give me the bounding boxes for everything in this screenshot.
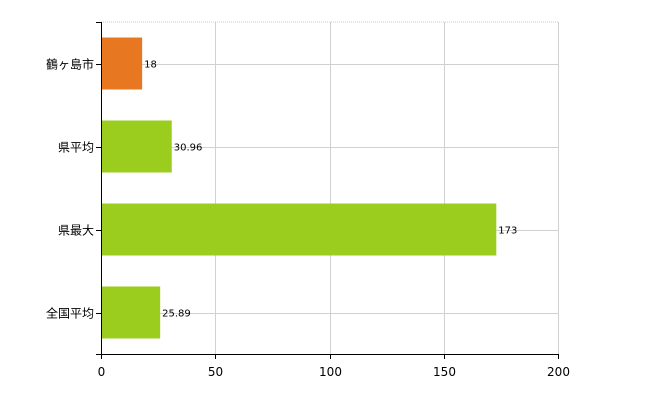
x-tick-label: 100 xyxy=(319,365,342,379)
category-label: 全国平均 xyxy=(46,306,94,321)
x-tick-label: 0 xyxy=(98,365,106,379)
bar xyxy=(101,120,172,173)
category-label: 鶴ヶ島市 xyxy=(46,57,94,72)
bar xyxy=(101,286,161,339)
x-tick-label: 200 xyxy=(547,365,570,379)
data-label: 18 xyxy=(144,60,157,71)
bar xyxy=(101,203,497,256)
category-label: 県最大 xyxy=(58,224,94,238)
data-label: 30.96 xyxy=(174,143,203,154)
gridlines xyxy=(101,21,559,354)
category-label: 県平均 xyxy=(58,141,94,155)
data-label: 173 xyxy=(498,226,517,237)
x-tick-label: 50 xyxy=(208,365,223,379)
x-tick-label: 150 xyxy=(433,365,456,379)
bars xyxy=(101,37,497,339)
data-label: 25.89 xyxy=(162,309,191,320)
bar xyxy=(101,37,143,90)
axes xyxy=(96,22,559,359)
